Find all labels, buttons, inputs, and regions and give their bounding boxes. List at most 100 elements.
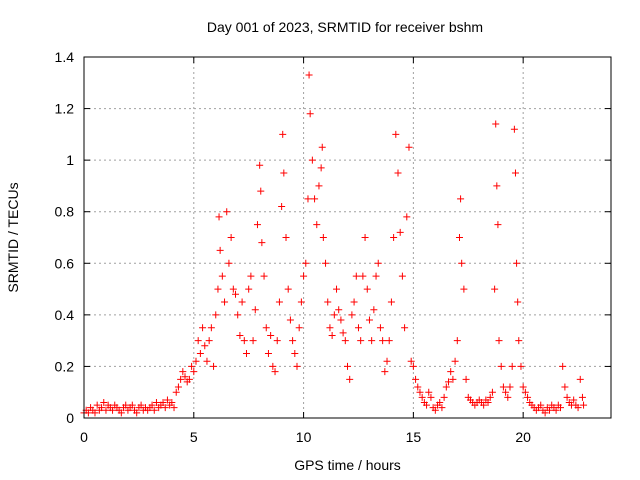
data-point xyxy=(273,337,281,345)
data-point xyxy=(275,298,283,306)
data-point xyxy=(215,213,223,221)
data-point xyxy=(515,337,523,345)
data-point xyxy=(221,298,229,306)
data-point xyxy=(412,375,420,383)
data-point xyxy=(376,324,384,332)
data-point xyxy=(177,375,185,383)
data-point xyxy=(403,213,411,221)
data-point xyxy=(284,285,292,293)
data-point xyxy=(311,195,319,203)
data-point xyxy=(387,298,395,306)
data-point xyxy=(174,383,182,391)
data-point xyxy=(521,388,529,396)
data-point xyxy=(98,404,106,412)
data-point xyxy=(269,362,277,370)
data-point xyxy=(297,298,305,306)
data-point xyxy=(409,362,417,370)
y-tick-label: 0 xyxy=(66,410,74,426)
data-point xyxy=(537,401,545,409)
data-point xyxy=(305,71,313,79)
data-point xyxy=(497,362,505,370)
data-point xyxy=(313,221,321,229)
data-point xyxy=(357,337,365,345)
data-point xyxy=(117,409,125,417)
data-point xyxy=(163,396,171,404)
x-tick-label: 15 xyxy=(406,429,422,445)
data-point xyxy=(491,285,499,293)
data-point xyxy=(242,350,250,358)
data-point xyxy=(128,401,136,409)
data-point xyxy=(442,383,450,391)
data-point xyxy=(337,316,345,324)
data-point xyxy=(196,350,204,358)
y-tick-label: 0.8 xyxy=(55,204,75,220)
data-point xyxy=(453,337,461,345)
data-point xyxy=(330,311,338,319)
data-point xyxy=(291,350,299,358)
data-point xyxy=(517,362,525,370)
data-point xyxy=(319,234,327,241)
data-point xyxy=(251,306,259,314)
data-point xyxy=(346,375,354,383)
data-point xyxy=(352,272,360,280)
data-point xyxy=(279,130,287,138)
data-point xyxy=(359,272,367,280)
data-point xyxy=(218,272,226,280)
data-point xyxy=(201,342,209,350)
data-point xyxy=(289,337,297,345)
y-tick-label: 0.4 xyxy=(55,307,75,323)
data-point xyxy=(194,337,202,345)
data-point xyxy=(425,388,433,396)
data-point xyxy=(260,272,268,280)
data-point xyxy=(494,221,502,229)
data-point xyxy=(365,316,373,324)
data-point xyxy=(401,324,409,332)
data-point xyxy=(506,383,514,391)
data-point xyxy=(385,337,393,345)
data-point xyxy=(102,406,110,414)
data-point xyxy=(427,393,435,401)
data-point xyxy=(93,401,101,409)
data-point xyxy=(341,337,349,345)
data-point xyxy=(286,316,294,324)
data-point xyxy=(416,388,424,396)
data-point xyxy=(229,285,237,293)
data-point xyxy=(559,362,567,370)
data-point xyxy=(324,298,332,306)
data-point xyxy=(137,401,145,409)
data-point xyxy=(317,164,325,172)
data-point xyxy=(227,234,235,241)
data-point xyxy=(493,182,501,190)
data-point xyxy=(84,409,92,417)
data-point xyxy=(348,311,356,319)
data-point xyxy=(390,234,398,241)
data-point xyxy=(205,337,213,345)
data-point xyxy=(514,298,522,306)
data-point xyxy=(295,324,303,332)
data-point xyxy=(414,383,422,391)
data-point xyxy=(267,331,275,339)
data-point xyxy=(508,362,516,370)
data-point xyxy=(280,169,288,177)
data-point xyxy=(315,182,323,190)
grid-layer xyxy=(84,57,611,418)
data-point xyxy=(504,393,512,401)
data-point xyxy=(519,383,527,391)
data-point xyxy=(326,324,334,332)
data-point xyxy=(513,259,521,267)
data-point xyxy=(546,406,554,414)
data-point xyxy=(199,324,207,332)
data-point xyxy=(100,399,108,407)
data-point xyxy=(240,337,248,345)
data-point xyxy=(561,383,569,391)
data-point xyxy=(210,362,218,370)
data-point xyxy=(109,406,117,414)
data-point xyxy=(223,208,231,216)
data-point xyxy=(361,234,369,241)
data-point xyxy=(322,259,330,267)
ticks: 0 0.2 0.4 0.6 0.8 1 1.2 1.4 0 5 10 15 20 xyxy=(55,49,611,445)
data-point xyxy=(524,393,532,401)
data-point xyxy=(379,337,387,345)
data-point xyxy=(214,285,222,293)
data-point xyxy=(511,169,519,177)
